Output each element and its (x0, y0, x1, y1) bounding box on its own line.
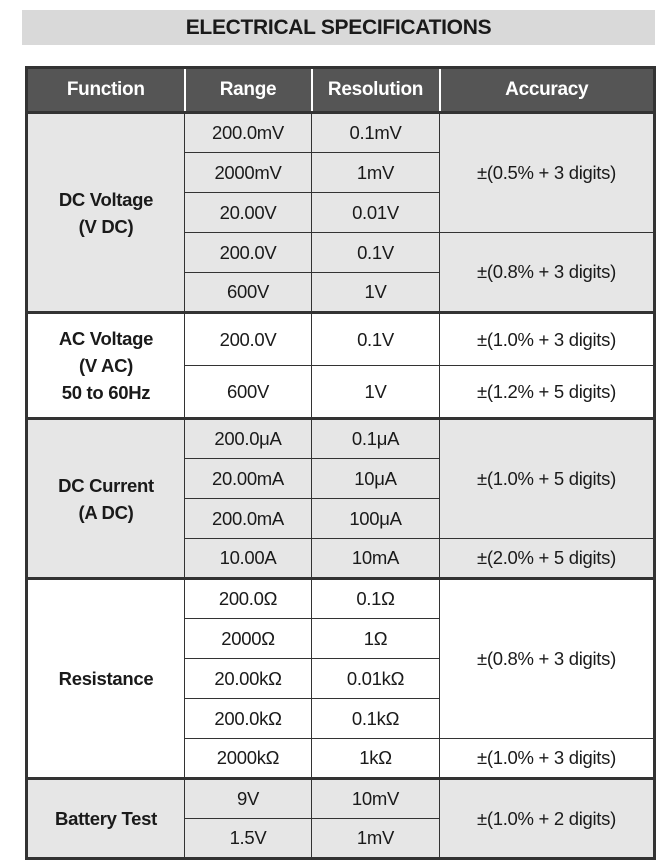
range-cell: 2000kΩ (184, 738, 312, 779)
spec-row: 10.00A 10mA ±(2.0% + 5 digits) (27, 538, 655, 579)
spec-row: 200.0V 0.1V ±(0.8% + 3 digits) (27, 232, 655, 313)
resolution-cell: 1mV (311, 152, 440, 193)
spec-row: 600V 1V (27, 272, 655, 313)
spec-row: 200.0mA 100μA (27, 498, 655, 539)
range-cell: 200.0V (184, 311, 312, 366)
resolution-cell: 0.1V (311, 311, 440, 366)
accuracy-cell: ±(0.8% + 3 digits) (439, 577, 655, 739)
function-line: AC Voltage (58, 328, 154, 349)
spec-row: DC Voltage (V DC) 200.0mV 0.1mV ±(0.5% + 3 d… (26, 111, 655, 313)
resolution-cell: 10mV (311, 777, 440, 819)
range-cell: 2000Ω (184, 618, 312, 659)
range-cell: 200.0V (184, 232, 312, 273)
function-line: Resistance (58, 668, 154, 689)
resolution-cell: 1V (311, 365, 440, 419)
function-line: DC Voltage (58, 188, 154, 210)
resolution-cell: 1mV (311, 818, 440, 859)
accuracy-cell: ±(2.0% + 5 digits) (439, 538, 655, 579)
resolution-cell: 10mA (311, 538, 440, 579)
function-line: DC Current (58, 474, 154, 496)
table-body: DC Voltage (V DC) 200.0mV 0.1mV ±(0.5% + 3 d… (26, 111, 655, 859)
resolution-cell: 1Ω (311, 618, 440, 659)
function-line: (A DC) (78, 501, 134, 523)
spec-row: Resistance 200.0Ω 0.1Ω ±(0.8% + 3 digits) (26, 577, 655, 779)
title-bar: ELECTRICAL SPECIFICATIONS (22, 10, 655, 45)
function-cell: DC Current (A DC) (26, 417, 185, 579)
resolution-cell: 0.1V (311, 232, 440, 273)
resolution-cell: 0.1kΩ (311, 698, 440, 739)
accuracy-cell: ±(0.5% + 3 digits) (439, 111, 655, 233)
resolution-cell: 0.1Ω (311, 577, 440, 619)
accuracy-cell: ±(1.2% + 5 digits) (439, 365, 655, 419)
table-head: Function Range Resolution Accuracy (26, 67, 655, 113)
spec-row: 600V 1V ±(1.2% + 5 digits) (27, 365, 655, 419)
range-cell: 200.0mA (184, 498, 312, 539)
range-cell: 200.0Ω (184, 577, 312, 619)
resolution-cell: 10μA (311, 458, 440, 499)
column-header: Resolution (310, 67, 440, 113)
range-cell: 10.00A (184, 538, 312, 579)
spec-row: 2000mV 1mV (27, 152, 655, 193)
range-cell: 200.0mV (184, 111, 312, 153)
function-cell: Battery Test (26, 777, 185, 859)
range-cell: 200.0kΩ (184, 698, 312, 739)
accuracy-cell: ±(1.0% + 5 digits) (439, 417, 655, 539)
function-cell: DC Voltage (V DC) (26, 111, 185, 313)
range-cell: 2000mV (184, 152, 312, 193)
function-line: (V DC) (78, 215, 134, 237)
function-line: Battery Test (55, 808, 157, 829)
header-row: Function Range Resolution Accuracy (26, 67, 655, 113)
resolution-cell: 0.1μA (311, 417, 440, 459)
spec-row: 200.0kΩ 0.1kΩ (27, 698, 655, 739)
function-line: (V AC) (78, 355, 134, 376)
column-header: Function (26, 67, 185, 113)
range-cell: 9V (184, 777, 312, 819)
range-cell: 600V (184, 365, 312, 419)
resolution-cell: 0.01V (311, 192, 440, 233)
range-cell: 200.0μA (184, 417, 312, 459)
spec-row: Battery Test 9V 10mV ±(1.0% + 2 digits) (26, 777, 655, 859)
accuracy-cell: ±(0.8% + 3 digits) (439, 232, 655, 313)
accuracy-cell: ±(1.0% + 3 digits) (439, 738, 655, 779)
spec-row: AC Voltage (V AC) 50 to 60Hz 200.0V 0.1V ±(1.… (26, 311, 655, 419)
resolution-cell: 100μA (311, 498, 440, 539)
spec-row: DC Current (A DC) 200.0μA 0.1μA ±(1.0% + 5 d… (26, 417, 655, 579)
function-cell: AC Voltage (V AC) 50 to 60Hz (26, 311, 185, 419)
function-line: 50 to 60Hz (61, 382, 151, 403)
range-cell: 1.5V (184, 818, 312, 859)
spec-row: 20.00mA 10μA (27, 458, 655, 499)
function-cell: Resistance (26, 577, 185, 779)
spec-row: 20.00kΩ 0.01kΩ (27, 658, 655, 699)
range-cell: 20.00mA (184, 458, 312, 499)
accuracy-cell: ±(1.0% + 3 digits) (439, 311, 655, 366)
spec-row: 2000Ω 1Ω (27, 618, 655, 659)
spec-table: Function Range Resolution Accuracy DC Volta… (25, 66, 656, 860)
range-cell: 20.00V (184, 192, 312, 233)
resolution-cell: 1V (311, 272, 440, 313)
resolution-cell: 0.01kΩ (311, 658, 440, 699)
resolution-cell: 1kΩ (311, 738, 440, 779)
resolution-cell: 0.1mV (311, 111, 440, 153)
spec-row: 1.5V 1mV (27, 818, 655, 859)
spec-row: 20.00V 0.01V (27, 192, 655, 233)
range-cell: 600V (184, 272, 312, 313)
accuracy-cell: ±(1.0% + 2 digits) (439, 777, 655, 859)
column-header: Range (183, 67, 312, 113)
column-header: Accuracy (438, 67, 655, 113)
range-cell: 20.00kΩ (184, 658, 312, 699)
